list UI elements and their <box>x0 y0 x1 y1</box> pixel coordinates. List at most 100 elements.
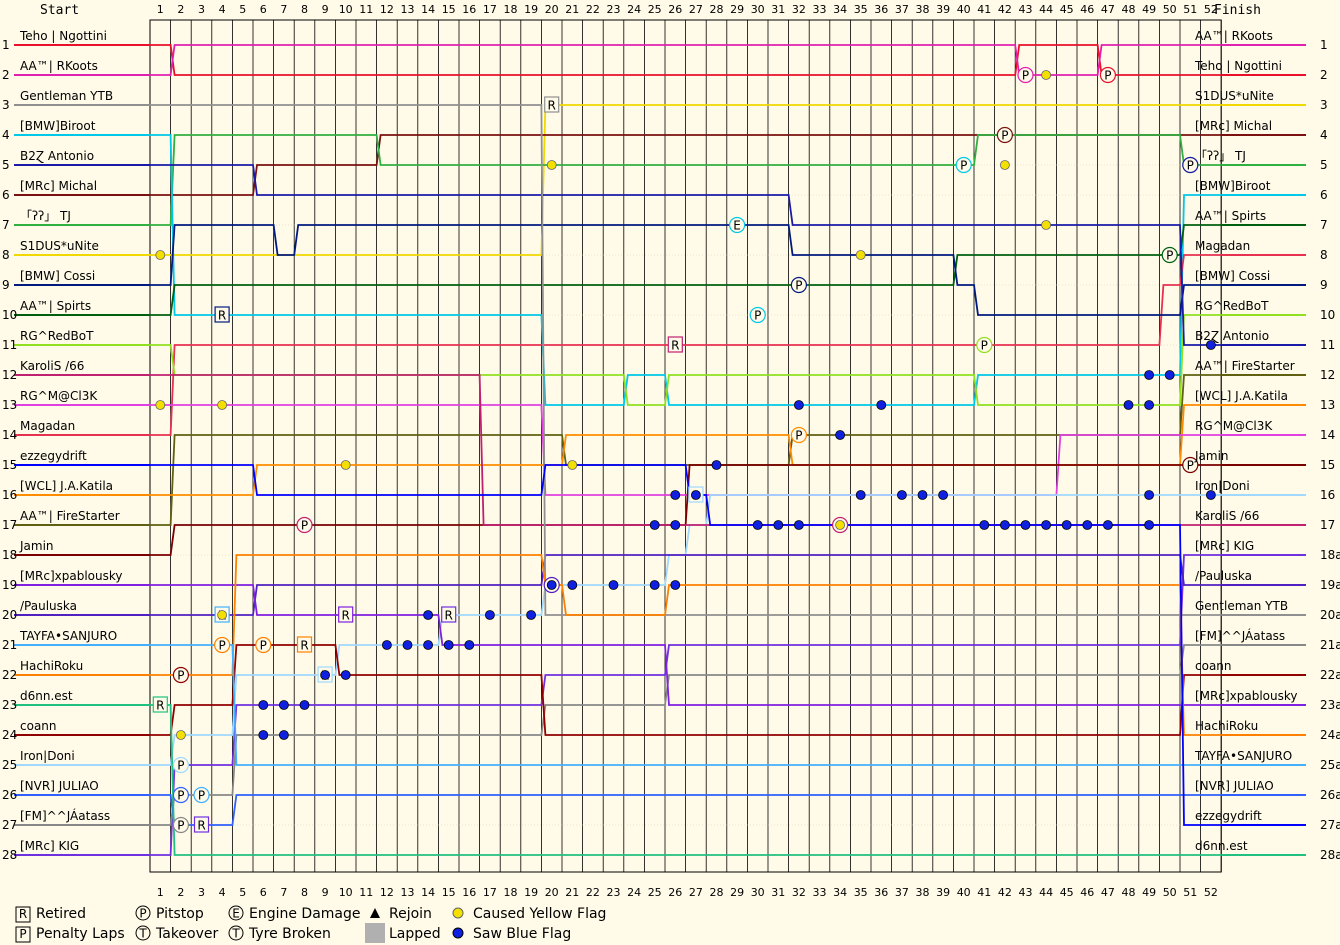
start-position-number: 12 <box>2 368 17 382</box>
finish-driver-label: B2Ɀ Antonio <box>1195 329 1269 344</box>
position-lines <box>150 44 1222 856</box>
lap-tick-label-top: 39 <box>936 3 950 16</box>
legend-icon <box>135 925 151 941</box>
start-position-number: 8 <box>2 248 10 262</box>
yellow-flag-marker <box>155 250 166 260</box>
finish-position-number: 22a <box>1320 668 1340 682</box>
series-line <box>150 44 1222 76</box>
blue-flag-marker <box>1144 370 1154 380</box>
blue-flag-marker <box>567 580 578 590</box>
lap-tick-label-top: 26 <box>668 3 682 16</box>
blue-flag-marker <box>278 700 289 710</box>
legend-label: Engine Damage <box>249 906 361 922</box>
lap-tick-label-bottom: 40 <box>957 886 971 899</box>
blue-flag-marker <box>258 700 269 710</box>
lap-tick-label-bottom: 28 <box>710 886 724 899</box>
blue-flag-marker <box>1144 400 1154 410</box>
legend-icon-letter: R <box>19 907 27 921</box>
finish-driver-label: [FM]^^JÁatass <box>1195 628 1285 643</box>
finish-position-number: 17 <box>1320 518 1335 532</box>
legend-label: Saw Blue Flag <box>473 926 571 942</box>
lap-tick-label-bottom: 42 <box>998 886 1012 899</box>
legend-icon-letter: P <box>139 907 146 921</box>
legend-icon <box>15 906 31 923</box>
legend-icon-letter: P <box>19 927 26 941</box>
lap-tick-label-bottom: 44 <box>1039 886 1053 899</box>
start-position-number: 22 <box>2 668 17 682</box>
finish-driver-label: /Pauluska <box>1195 569 1252 583</box>
lap-tick-label-top: 49 <box>1142 3 1156 16</box>
blue-flag-marker <box>1061 520 1072 530</box>
start-position-number: 14 <box>2 428 17 442</box>
blue-flag-marker <box>752 520 763 530</box>
lap-tick-label-top: 8 <box>301 3 308 16</box>
pitstop-marker <box>749 306 766 324</box>
finish-position-number: 28a <box>1320 848 1340 862</box>
finish-driver-label: Teho | Ngottini <box>1194 59 1282 73</box>
pitstop-marker <box>790 276 808 294</box>
pitstop-marker <box>296 516 313 534</box>
start-driver-label: Gentleman YTB <box>20 89 113 103</box>
lap-tick-label-bottom: 12 <box>380 886 394 899</box>
lap-tick-label-top: 52 <box>1204 3 1218 16</box>
yellow-flag-marker <box>546 160 557 170</box>
lap-tick-label-top: 30 <box>751 3 765 16</box>
finish-driver-label: [NVR] JULIAO <box>1195 779 1274 793</box>
start-driver-label: Magadan <box>20 419 75 433</box>
blue-flag-marker <box>773 520 784 530</box>
blue-flag-marker <box>1103 520 1113 530</box>
lap-tick-label-bottom: 34 <box>833 886 847 899</box>
finish-position-number: 11 <box>1320 338 1335 352</box>
blue-flag-marker <box>299 700 310 710</box>
yellow-flag-marker <box>217 400 228 410</box>
pitstop-marker <box>790 426 808 444</box>
series-line <box>150 254 1222 436</box>
blue-flag-marker <box>855 490 866 500</box>
blue-flag-marker <box>670 580 681 590</box>
lap-tick-label-top: 11 <box>359 3 373 16</box>
series-line <box>150 134 1222 406</box>
lap-tick-label-top: 12 <box>380 3 394 16</box>
legend-item: E Engine Damage <box>228 905 361 922</box>
start-driver-label: AA™| FireStarter <box>20 509 120 523</box>
lap-tick-label-top: 18 <box>504 3 518 16</box>
lap-tick-label-bottom: 10 <box>339 886 353 899</box>
series-line <box>150 164 1222 346</box>
blue-flag-marker <box>835 430 845 440</box>
start-position-number: 3 <box>2 98 10 112</box>
blue-flag-marker <box>484 610 495 620</box>
pitstop-marker-letter: P <box>960 159 967 173</box>
lap-tick-label-bottom: 18 <box>504 886 518 899</box>
blue-flag-marker <box>443 640 454 650</box>
finish-position-number: 15 <box>1320 458 1335 472</box>
lap-tick-label-bottom: 35 <box>854 886 868 899</box>
lap-tick-label-top: 22 <box>586 3 600 16</box>
pitstop-marker-letter: P <box>218 639 225 653</box>
retired-marker <box>296 636 313 653</box>
pitstop-marker <box>1182 456 1199 474</box>
lap-tick-label-top: 27 <box>689 3 703 16</box>
start-position-number: 2 <box>2 68 10 82</box>
finish-driver-label: coann <box>1195 659 1232 673</box>
finish-driver-label: ezzegydrift <box>1195 809 1262 823</box>
blue-flag-marker <box>876 400 887 410</box>
lap-tick-label-top: 46 <box>1080 3 1094 16</box>
start-driver-label: ezzegydrift <box>20 449 87 463</box>
lap-tick-label-bottom: 32 <box>792 886 806 899</box>
finish-position-number: 27a <box>1320 818 1340 832</box>
blue-flag-marker <box>464 640 475 650</box>
finish-position-number: 4 <box>1320 128 1328 142</box>
start-position-number: 18 <box>2 548 17 562</box>
finish-driver-label: [MRc]xpablousky <box>1195 689 1298 703</box>
legend-icon <box>452 907 464 919</box>
lap-tick-label-bottom: 9 <box>322 886 329 899</box>
lap-tick-label-top: 29 <box>730 3 744 16</box>
finish-position-number: 16 <box>1320 488 1335 502</box>
blue-flag-marker <box>1144 520 1154 530</box>
pitstop-marker-letter: P <box>260 639 267 653</box>
finish-driver-label: KaroliS /66 <box>1195 509 1259 523</box>
lap-tick-label-bottom: 15 <box>442 886 456 899</box>
lap-tick-label-bottom: 47 <box>1101 886 1115 899</box>
series-line <box>150 644 1222 766</box>
lap-tick-label-bottom: 33 <box>813 886 827 899</box>
